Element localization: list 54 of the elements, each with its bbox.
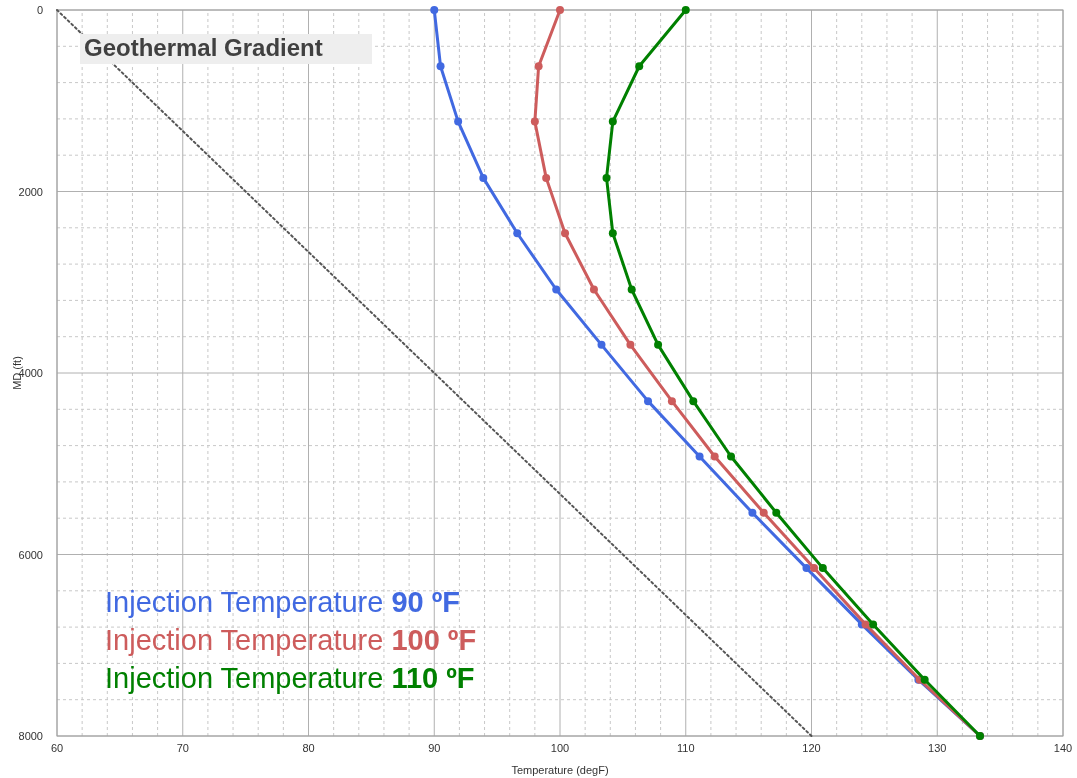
point [627,285,636,294]
point [920,675,929,684]
point [695,452,704,461]
y-tick-label: 2000 [18,185,43,198]
point [556,6,564,14]
y-tick-label: 0 [36,4,43,16]
point [861,620,870,629]
point [552,285,561,294]
point [654,340,663,349]
point [454,117,463,126]
y-tick-label: 6000 [18,548,43,561]
x-tick-label: 110 [676,742,695,754]
point [530,117,539,126]
point [635,62,644,71]
x-tick-label: 130 [928,742,947,754]
point [626,340,635,349]
point [727,452,736,461]
point [869,620,878,629]
point [689,397,698,406]
point [608,117,617,126]
point [534,62,543,71]
point [710,452,719,461]
point [818,564,827,573]
point [644,397,653,406]
point [513,229,522,238]
x-tick-label: 120 [802,742,821,754]
point [479,173,488,182]
point [430,6,439,14]
x-tick-label: 90 [428,742,441,754]
x-tick-label: 100 [550,742,570,754]
point [597,340,606,349]
point [602,173,611,182]
text: Injection Temperature 90 ºF [105,586,461,618]
point [667,397,676,406]
x-tick-label: 70 [176,742,189,754]
point [608,229,617,238]
point [772,508,781,517]
x-tick-label: 80 [302,742,315,754]
point [436,62,445,71]
x-axis-title: Temperature (degF) [511,764,609,776]
text: Injection Temperature 110 ºF [105,662,475,694]
point [759,508,768,517]
x-tick-label: 60 [50,742,64,754]
text: Injection Temperature 100 ºF [105,624,477,656]
point [542,173,551,182]
point [810,564,819,573]
y-tick-label: 8000 [18,730,43,742]
point [589,285,598,294]
point [681,6,690,14]
point [748,508,757,517]
point [802,564,811,573]
annotation: Geothermal Gradient [84,34,323,61]
x-tick-label: 140 [1053,742,1073,754]
point [561,229,570,238]
